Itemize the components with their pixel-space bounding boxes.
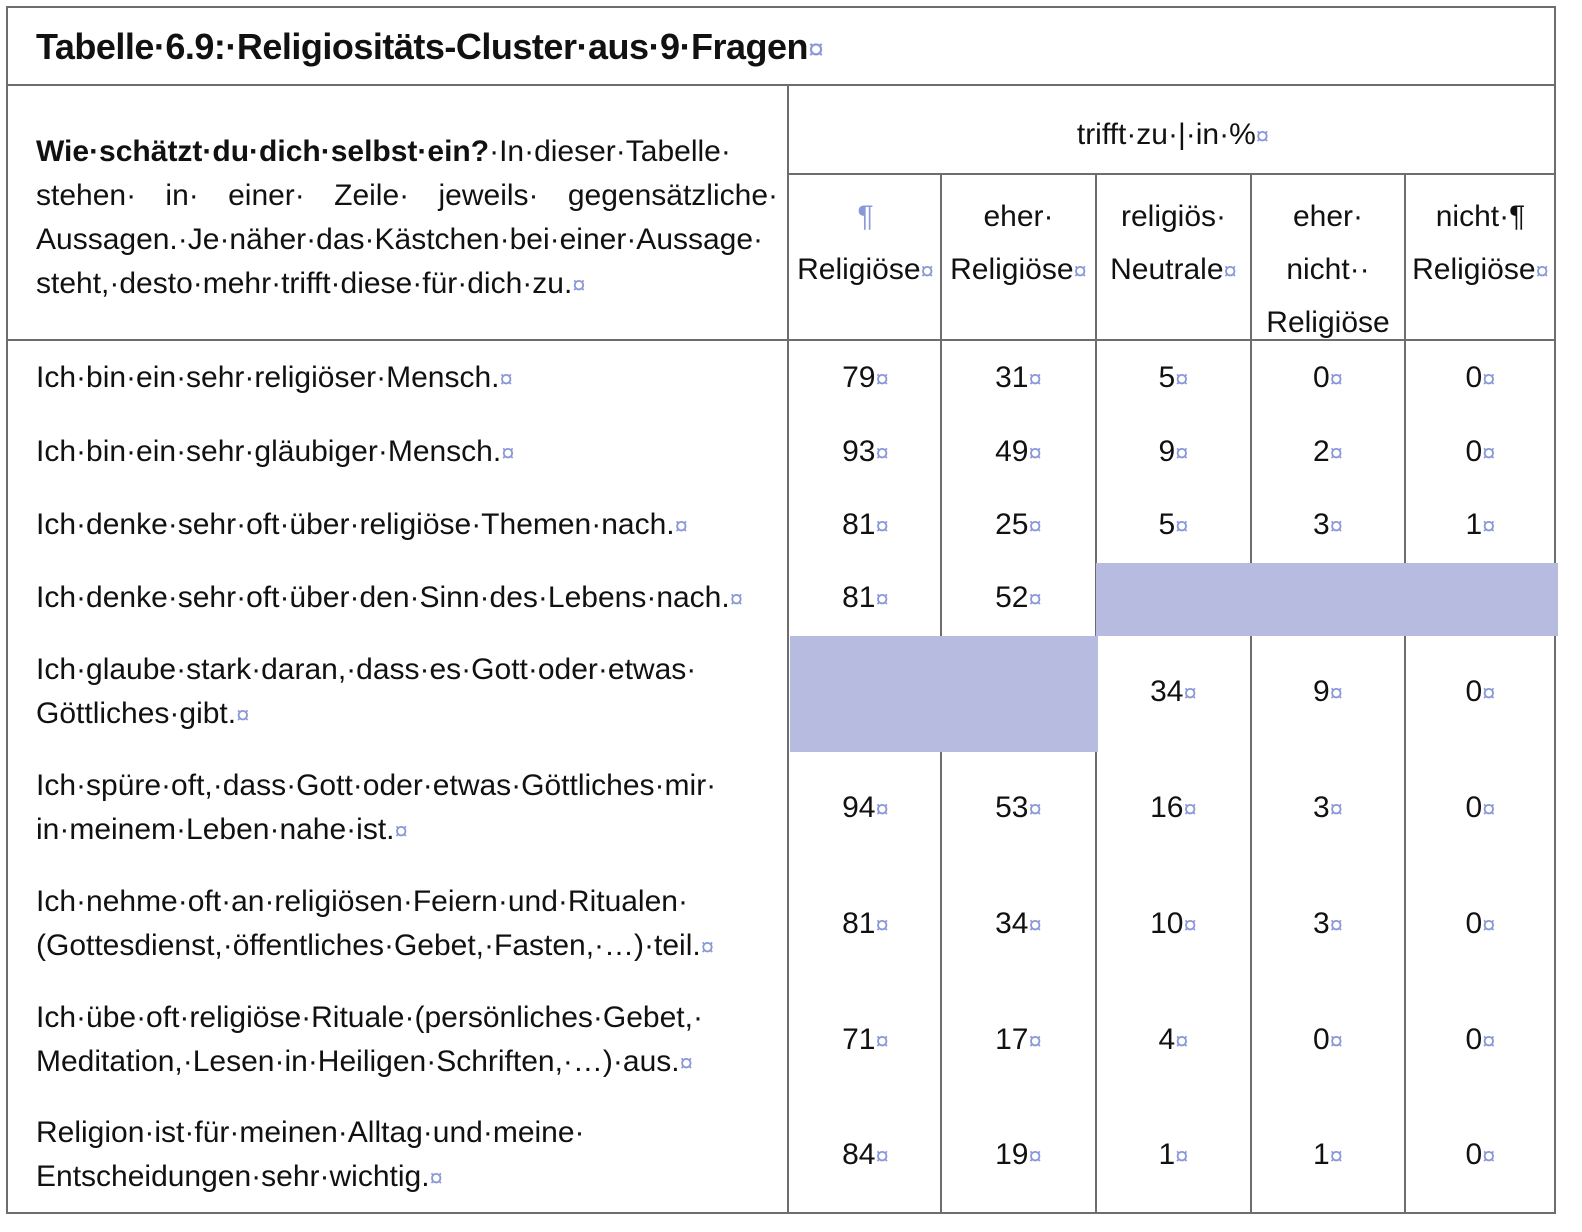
column-header-line1: nicht·¶ xyxy=(1435,200,1526,233)
table-cell: 93¤ xyxy=(842,435,889,468)
table-cell: 0¤ xyxy=(1312,1023,1344,1056)
table-cell: 10¤ xyxy=(1150,907,1197,940)
row-label: Ich·bin·ein·sehr·religiöser·Mensch.¤ xyxy=(36,361,513,394)
table-cell: 31¤ xyxy=(995,361,1042,394)
column-header: ¶ Religiöse¤ xyxy=(790,190,941,298)
table-cell: 34¤ xyxy=(995,907,1042,940)
highlight-cell xyxy=(1251,563,1407,636)
table-cell: 1¤ xyxy=(1312,1138,1344,1171)
column-header-line1: eher· xyxy=(983,200,1054,233)
highlight-cell xyxy=(1405,563,1558,636)
question-bold: Wie·schätzt·du·dich·selbst·ein? xyxy=(36,135,490,168)
column-header-line3: Religiöse xyxy=(1266,306,1390,339)
table-cell: 19¤ xyxy=(995,1138,1042,1171)
table-cell: 0¤ xyxy=(1465,1023,1496,1056)
column-header: eher· Religiöse¤ xyxy=(941,190,1096,298)
table-cell: 1¤ xyxy=(1465,507,1496,541)
highlight-cell xyxy=(941,636,1098,752)
table-cell: 0¤ xyxy=(1465,907,1496,940)
row-label: Religion·ist·für·meinen·Alltag·und·meine… xyxy=(36,1116,585,1193)
column-divider xyxy=(1250,174,1252,1214)
table-cell: 16¤ xyxy=(1150,791,1197,824)
column-divider xyxy=(787,86,789,1214)
column-header-line2: Religiöse¤ xyxy=(950,253,1087,286)
table-cell: 0¤ xyxy=(1312,361,1344,394)
table-cell: 34¤ xyxy=(1150,675,1197,708)
header-divider xyxy=(787,173,1556,175)
column-header: nicht·¶ Religiöse¤ xyxy=(1405,190,1556,298)
column-header: religiös· Neutrale¤ xyxy=(1096,190,1251,298)
table-cell: 2¤ xyxy=(1312,435,1344,468)
table-cell: 9¤ xyxy=(1158,435,1189,468)
table-cell: 81¤ xyxy=(842,907,889,940)
row-label: Ich·übe·oft·religiöse·Rituale·(persönlic… xyxy=(36,1001,703,1078)
column-header-line2: Religiöse¤ xyxy=(797,253,934,286)
column-header-line2: nicht·· xyxy=(1286,253,1370,286)
table-cell: 17¤ xyxy=(995,1023,1042,1056)
row-label: Ich·denke·sehr·oft·über·den·Sinn·des·Leb… xyxy=(36,580,744,614)
table-cell: 0¤ xyxy=(1465,1138,1496,1171)
row-label: Ich·denke·sehr·oft·über·religiöse·Themen… xyxy=(36,507,688,541)
row-label: Ich·bin·ein·sehr·gläubiger·Mensch.¤ xyxy=(36,435,515,468)
highlight-cell xyxy=(790,636,943,752)
column-header-line1: ¶ xyxy=(857,200,874,233)
table-cell: 79¤ xyxy=(842,361,889,394)
table-cell: 3¤ xyxy=(1312,907,1344,940)
table-cell: 5¤ xyxy=(1158,361,1189,394)
table-cell: 81¤ xyxy=(842,580,889,614)
table-cell: 25¤ xyxy=(995,507,1042,541)
row-label: Ich·spüre·oft,·dass·Gott·oder·etwas·Gött… xyxy=(36,769,717,846)
row-label: Ich·nehme·oft·an·religiösen·Feiern·und·R… xyxy=(36,885,715,962)
column-header-line1: religiös· xyxy=(1120,200,1227,233)
header-bottom-divider xyxy=(6,339,1556,341)
title-bar: Tabelle·6.9:·Religiositäts-Cluster·aus·9… xyxy=(6,6,1556,86)
table-cell: 3¤ xyxy=(1312,507,1344,541)
table-cell: 94¤ xyxy=(842,791,889,824)
table-cell: 5¤ xyxy=(1158,507,1189,541)
question-cell: Wie·schätzt·du·dich·selbst·ein?·In·diese… xyxy=(36,135,778,300)
table-cell: 3¤ xyxy=(1312,791,1344,824)
table-cell: 4¤ xyxy=(1158,1023,1189,1056)
question-text: ·In·dieser·Tabelle· stehen· in· einer· Z… xyxy=(36,135,778,300)
table-cell: 52¤ xyxy=(995,580,1042,614)
table-cell: 0¤ xyxy=(1465,675,1496,708)
table-cell: 49¤ xyxy=(995,435,1042,468)
table-cell: 53¤ xyxy=(995,791,1042,824)
group-header: trifft·zu·|·in·%¤ xyxy=(1076,118,1270,151)
table-cell: 0¤ xyxy=(1465,361,1496,394)
column-header: eher· nicht·· Religiöse xyxy=(1251,190,1405,349)
table-cell: 1¤ xyxy=(1158,1138,1189,1171)
column-header-line2: Religiöse¤ xyxy=(1412,253,1549,286)
row-label: Ich·glaube·stark·daran,·dass·es·Gott·ode… xyxy=(36,653,697,730)
highlight-cell xyxy=(1096,563,1253,636)
column-header-line2: Neutrale¤ xyxy=(1110,253,1237,286)
table-cell: 81¤ xyxy=(842,507,889,541)
table-cell: 71¤ xyxy=(842,1023,889,1056)
column-header-line1: eher· xyxy=(1292,200,1364,233)
table-cell: 0¤ xyxy=(1465,791,1496,824)
table-cell: 0¤ xyxy=(1465,435,1496,468)
table-cell: 9¤ xyxy=(1312,675,1344,708)
page-title: Tabelle·6.9:·Religiositäts-Cluster·aus·9… xyxy=(36,26,824,67)
column-divider xyxy=(1404,174,1406,1214)
table-cell: 84¤ xyxy=(842,1138,889,1171)
